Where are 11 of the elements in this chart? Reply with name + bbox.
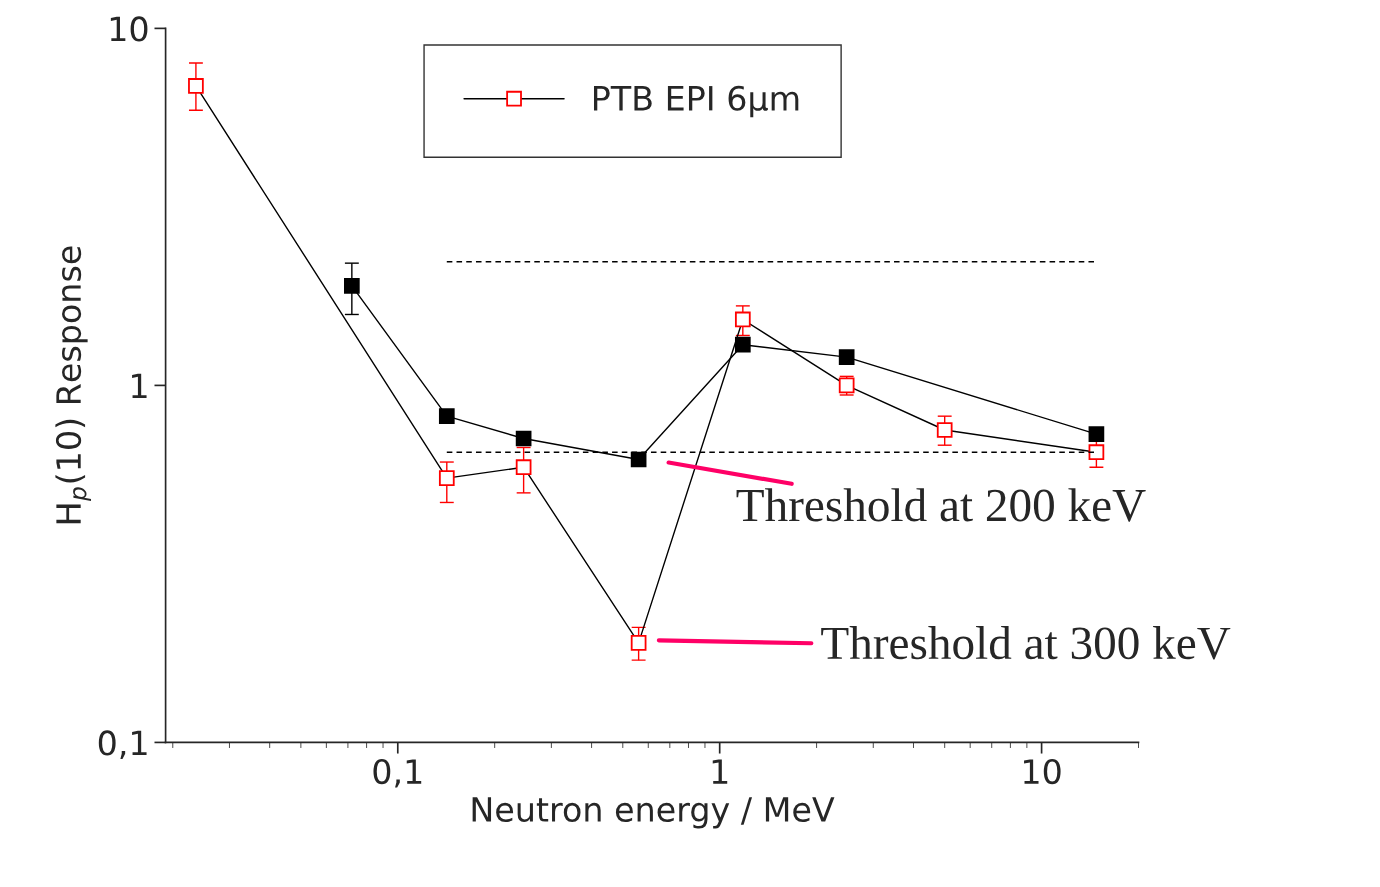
legend-label: PTB EPI 6µm <box>594 85 799 118</box>
x-tick-label: 0,1 <box>373 758 422 788</box>
y-tick-label: 0,1 <box>98 730 147 759</box>
x-tick-label: 10 <box>1024 758 1061 785</box>
annotation: Threshold at 200 keV <box>736 488 1146 522</box>
y-tick-label: 10 <box>110 16 148 42</box>
y-tick-label: 1 <box>132 373 147 399</box>
x-tick-label: 1 <box>712 759 728 784</box>
x-axis-title: Neutron energy / MeV <box>472 797 835 829</box>
y-axis-title: H$_{p}$(10) Response <box>55 246 92 524</box>
annotation: Threshold at 300 keV <box>821 626 1231 660</box>
